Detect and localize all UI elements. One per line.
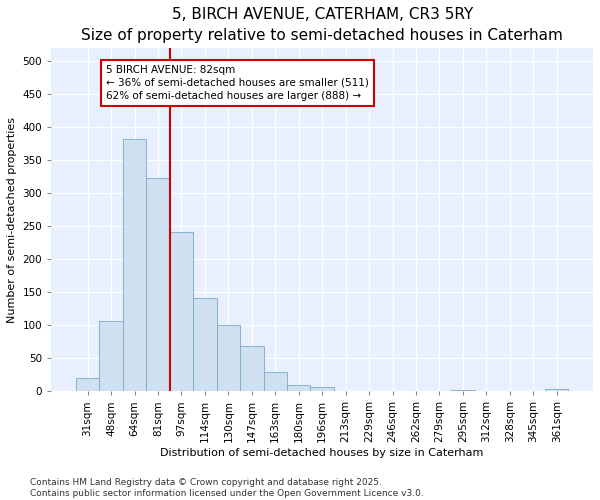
Bar [545,390,568,392]
Bar [287,384,310,392]
Title: 5, BIRCH AVENUE, CATERHAM, CR3 5RY
Size of property relative to semi-detached ho: 5, BIRCH AVENUE, CATERHAM, CR3 5RY Size … [81,7,563,43]
Bar [123,140,146,392]
Bar [193,298,217,392]
Text: Contains HM Land Registry data © Crown copyright and database right 2025.
Contai: Contains HM Land Registry data © Crown c… [30,478,424,498]
Bar [76,378,100,392]
Bar [146,178,170,392]
Bar [100,321,123,392]
Bar [170,232,193,392]
X-axis label: Distribution of semi-detached houses by size in Caterham: Distribution of semi-detached houses by … [160,448,484,458]
Bar [263,372,287,392]
Y-axis label: Number of semi-detached properties: Number of semi-detached properties [7,117,17,323]
Text: 5 BIRCH AVENUE: 82sqm
← 36% of semi-detached houses are smaller (511)
62% of sem: 5 BIRCH AVENUE: 82sqm ← 36% of semi-deta… [106,65,369,101]
Bar [310,386,334,392]
Bar [451,390,475,392]
Bar [240,346,263,392]
Bar [217,324,240,392]
